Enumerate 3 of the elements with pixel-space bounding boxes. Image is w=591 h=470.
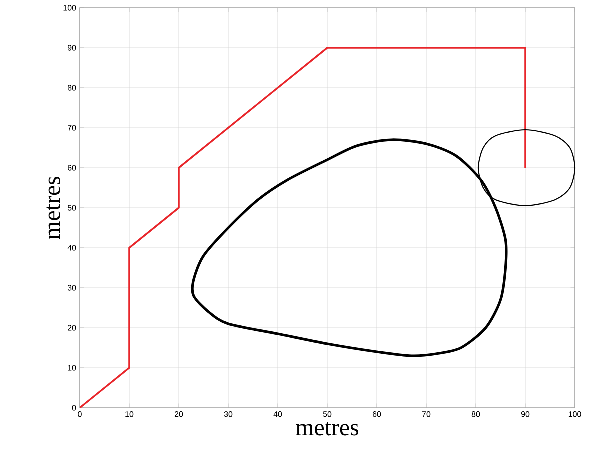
y-axis-title: metres <box>46 176 60 240</box>
x-axis-title: metres <box>296 422 359 436</box>
line-series <box>80 47 526 408</box>
